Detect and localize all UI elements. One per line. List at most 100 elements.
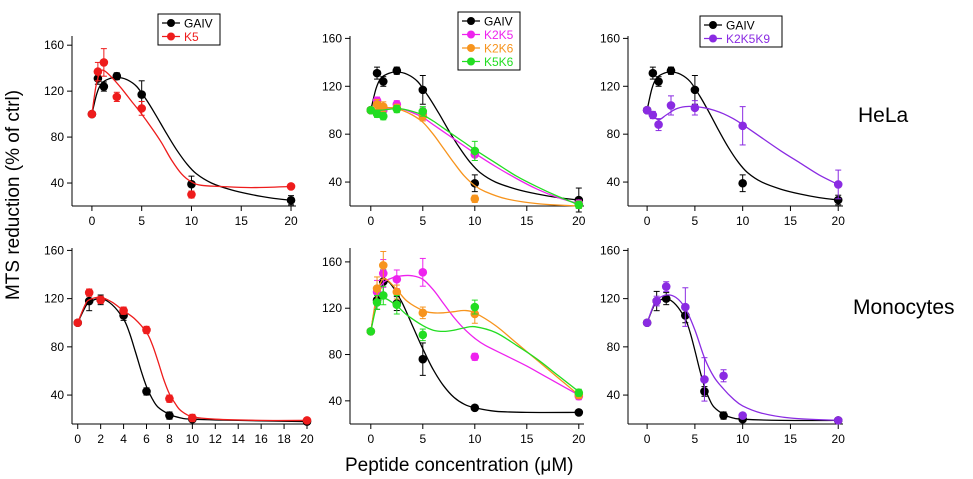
y-tick-label: 160 (44, 38, 64, 52)
x-tick-label: 8 (166, 432, 173, 446)
x-tick-label: 5 (692, 432, 699, 446)
data-point (378, 77, 388, 86)
y-tick-label: 80 (329, 348, 343, 362)
x-tick-label: 18 (277, 432, 291, 446)
data-point (142, 387, 151, 396)
y-tick-label: 80 (51, 130, 65, 144)
legend-marker (467, 57, 475, 66)
legend-marker (167, 32, 175, 41)
data-point (666, 66, 676, 76)
data-point (302, 416, 312, 425)
data-point (470, 194, 480, 204)
x-tick-label: 15 (784, 214, 798, 228)
legend-marker (467, 30, 475, 39)
fit-curve (646, 105, 839, 186)
data-point (112, 71, 122, 81)
data-point (470, 302, 480, 312)
x-tick-label: 5 (419, 214, 426, 228)
legend-marker (467, 17, 475, 25)
data-point (661, 282, 671, 291)
y-tick-label: 40 (607, 175, 621, 189)
x-tick-label: 0 (74, 432, 81, 446)
data-point (96, 295, 105, 305)
data-point (681, 302, 690, 312)
data-point (418, 85, 428, 95)
fit-curve (91, 69, 292, 189)
x-tick-label: 10 (186, 432, 200, 446)
data-point (165, 411, 174, 420)
x-tick-label: 14 (232, 432, 246, 446)
x-tick-label: 5 (692, 214, 699, 228)
legend-marker (167, 19, 175, 27)
data-point (648, 110, 658, 120)
series-gaiv (642, 66, 843, 206)
data-point (372, 68, 382, 78)
legend-marker (709, 34, 717, 43)
x-tick-label: 10 (736, 214, 750, 228)
data-point (666, 101, 676, 110)
data-point (642, 105, 652, 115)
x-tick-label: 5 (138, 214, 145, 228)
row-label-hela: HeLa (858, 104, 909, 127)
x-tick-label: 20 (300, 432, 314, 446)
y-tick-label: 160 (600, 31, 620, 45)
data-point (392, 104, 402, 114)
x-tick-label: 0 (644, 432, 651, 446)
data-point (738, 411, 747, 420)
x-tick-label: 6 (143, 432, 150, 446)
x-tick-label: 12 (209, 432, 223, 446)
legend-box (157, 13, 221, 46)
x-tick-label: 15 (235, 214, 249, 228)
fit-curve (77, 296, 308, 422)
row-label-monocytes: Monocytes (853, 296, 955, 319)
data-point (286, 195, 296, 205)
x-tick-label: 15 (520, 214, 534, 228)
data-point (73, 318, 83, 328)
data-point (418, 330, 428, 340)
x-tick-label: 0 (644, 214, 651, 228)
y-tick-label: 120 (600, 292, 620, 306)
x-tick-label: 20 (284, 214, 298, 228)
y-tick-label: 120 (44, 292, 64, 306)
data-point (642, 318, 652, 328)
legend-label: K2K6 (484, 42, 514, 56)
x-axis-label: Peptide concentration (μM) (345, 455, 574, 476)
data-point (392, 66, 402, 76)
x-tick-label: 20 (572, 432, 586, 446)
y-tick-label: 80 (607, 340, 621, 354)
y-tick-label: 120 (322, 79, 342, 93)
data-point (187, 190, 196, 199)
panel-monocytes-3: 40 80 120 160 0 5 10 15 20 (600, 243, 845, 446)
data-point (392, 274, 402, 284)
y-tick-label: 160 (600, 243, 620, 257)
legend-label: K2K5K9 (726, 32, 770, 46)
series-k2k5k9 (642, 281, 843, 425)
data-point (378, 111, 388, 121)
series-gaiv (642, 290, 843, 425)
data-point (574, 408, 584, 417)
data-point (378, 102, 388, 111)
data-point (392, 300, 402, 310)
data-point (661, 294, 671, 303)
data-point (470, 352, 480, 362)
data-point (378, 291, 388, 300)
y-tick-label: 40 (51, 176, 65, 190)
x-tick-label: 0 (367, 214, 374, 228)
data-point (142, 325, 151, 335)
data-point (418, 268, 428, 277)
series-k5 (87, 48, 296, 199)
x-tick-label: 0 (89, 214, 96, 228)
x-tick-label: 20 (572, 214, 586, 228)
data-point (84, 288, 94, 297)
data-point (372, 284, 382, 293)
x-tick-label: 15 (784, 432, 798, 446)
y-tick-label: 80 (329, 127, 343, 141)
data-point (574, 388, 584, 398)
x-tick-label: 10 (736, 432, 750, 446)
fit-curve (370, 274, 580, 396)
y-tick-label: 40 (607, 388, 621, 402)
